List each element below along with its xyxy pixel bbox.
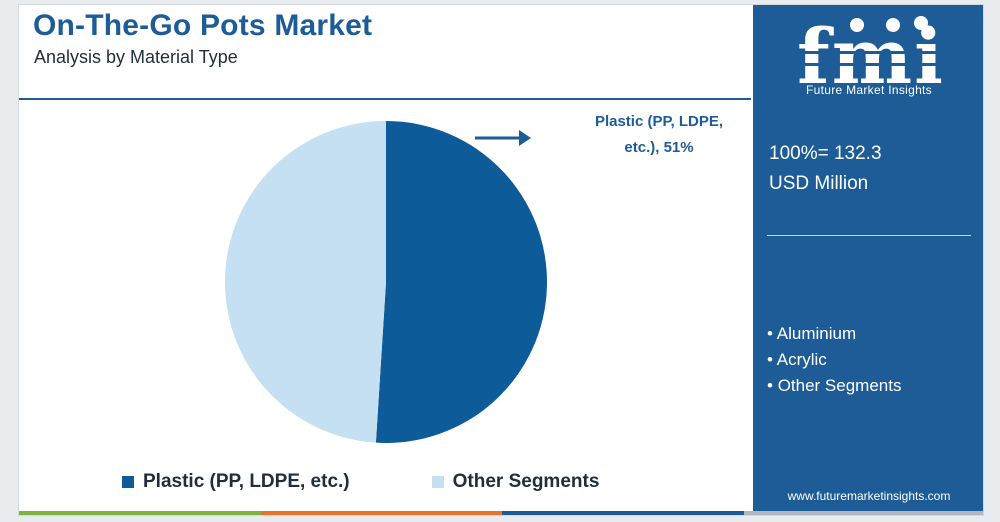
pie-chart [224,121,547,443]
fmi-logo-icon: fmi [795,12,947,101]
sidebar-divider [767,235,971,236]
chart-card: On-The-Go Pots Market Analysis by Materi… [18,4,984,516]
legend-label-plastic: Plastic (PP, LDPE, etc.) [143,471,350,492]
market-total: 100%= 132.3 USD Million [769,139,882,199]
legend-swatch-other [431,476,444,488]
color-bar [19,511,983,515]
legend-label-other: Other Segments [452,471,600,492]
plastic-callout-label: Plastic (PP, LDPE, etc.), 51% [579,109,739,161]
color-bar-segment [19,511,261,515]
market-total-unit: USD Million [769,173,869,194]
segment-item: • Aluminium [767,324,857,343]
chart-legend: Plastic (PP, LDPE, etc.) Other Segments [122,471,681,493]
legend-item-plastic: Plastic (PP, LDPE, etc.) [122,471,350,493]
title-divider [19,98,751,100]
segment-item: • Other Segments [767,376,902,395]
legend-item-other: Other Segments [431,471,600,493]
color-bar-segment [502,511,744,515]
page-subtitle: Analysis by Material Type [34,47,238,67]
pie-slice-plastic [375,121,547,443]
color-bar-segment [260,511,502,515]
color-bar-segment [743,511,983,515]
info-sidebar: fmi Future Market Insights 100%= 132.3 U… [753,5,983,515]
segment-item: • Acrylic [767,350,827,369]
callout-line-2: etc.), 51% [624,139,694,156]
pie-slice-other [224,121,386,443]
market-total-value: 100%= 132.3 [769,143,882,164]
website-url: www.futuremarketinsights.com [787,489,951,503]
page-title: On-The-Go Pots Market [33,9,373,42]
logo-company-name: Future Market Insights [806,83,932,97]
other-segments-list: • Aluminium • Acrylic • Other Segments [767,321,901,399]
callout-arrow [475,130,531,146]
callout-line-1: Plastic (PP, LDPE, [594,113,724,130]
legend-swatch-plastic [122,476,134,488]
